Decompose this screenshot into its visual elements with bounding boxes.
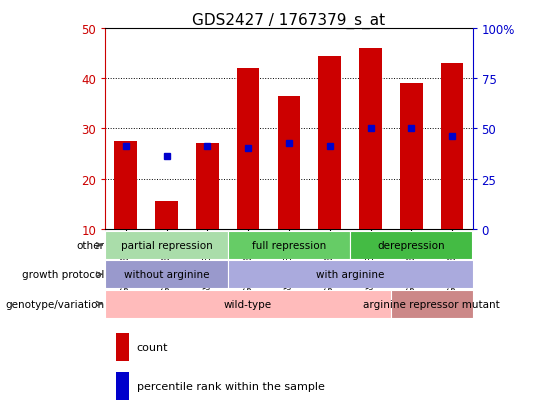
Bar <box>400 84 422 229</box>
Text: count: count <box>137 342 168 352</box>
Text: with arginine: with arginine <box>316 270 384 280</box>
Bar <box>116 373 129 400</box>
Bar <box>116 333 129 361</box>
Bar <box>196 144 219 229</box>
Bar <box>391 290 472 318</box>
Text: wild-type: wild-type <box>224 299 272 309</box>
Text: without arginine: without arginine <box>124 270 210 280</box>
Bar <box>319 57 341 229</box>
Bar <box>237 69 259 229</box>
Text: arginine repressor mutant: arginine repressor mutant <box>363 299 500 309</box>
Bar <box>441 64 463 229</box>
Bar <box>228 231 350 259</box>
Bar <box>350 231 472 259</box>
Text: full repression: full repression <box>252 240 326 250</box>
Bar <box>114 142 137 229</box>
Text: other: other <box>77 240 104 250</box>
Bar <box>105 231 228 259</box>
Text: partial repression: partial repression <box>120 240 212 250</box>
Bar <box>156 202 178 229</box>
Bar <box>278 97 300 229</box>
Text: percentile rank within the sample: percentile rank within the sample <box>137 381 325 391</box>
Bar <box>359 49 382 229</box>
Bar <box>105 290 391 318</box>
Bar <box>105 261 228 289</box>
Text: growth protocol: growth protocol <box>22 270 104 280</box>
Text: genotype/variation: genotype/variation <box>5 299 104 309</box>
Text: derepression: derepression <box>377 240 445 250</box>
Bar <box>228 261 472 289</box>
Title: GDS2427 / 1767379_s_at: GDS2427 / 1767379_s_at <box>192 13 386 29</box>
